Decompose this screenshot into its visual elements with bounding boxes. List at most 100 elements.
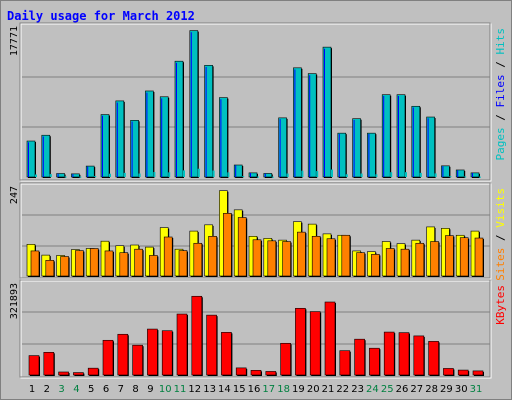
bar-kbytes xyxy=(250,370,262,376)
legend-separator: / xyxy=(494,108,507,128)
x-tick-label: 18 xyxy=(277,384,290,395)
bar-pages xyxy=(79,176,82,178)
bar-hits xyxy=(441,165,450,178)
bar-pages xyxy=(449,176,452,178)
x-tick-label: 1 xyxy=(29,384,35,395)
bar-kbytes xyxy=(235,367,247,376)
x-tick-label: 19 xyxy=(292,384,305,395)
bar-kbytes xyxy=(369,347,380,376)
bar-files xyxy=(205,66,207,177)
bar-hits xyxy=(411,105,421,178)
bar-sites xyxy=(267,240,277,277)
bar-pages xyxy=(64,176,67,178)
bar-pages xyxy=(360,173,363,177)
bar-hits xyxy=(130,120,139,178)
bar-hits xyxy=(322,46,332,178)
bar-hits xyxy=(352,118,361,178)
bar-kbytes xyxy=(443,368,454,376)
bar-pages xyxy=(479,176,481,178)
bar-files xyxy=(472,173,473,177)
bar-files xyxy=(161,98,163,177)
bar-kbytes xyxy=(43,352,55,376)
bar-kbytes xyxy=(221,332,232,376)
bar-kbytes xyxy=(87,367,99,376)
bar-pages xyxy=(345,174,348,177)
bar-files xyxy=(294,69,296,177)
bar-kbytes xyxy=(428,341,439,376)
legend-layer: Pages / Files / Hits Sites / Visits KBytes xyxy=(494,28,507,325)
bar-files xyxy=(190,32,192,177)
bar-sites xyxy=(208,236,217,277)
x-tick-label: 15 xyxy=(233,384,246,395)
bar-sites xyxy=(326,238,336,277)
bar-files xyxy=(398,95,399,177)
x-tick-label: 16 xyxy=(248,384,261,395)
x-tick-label: 20 xyxy=(307,384,320,395)
bar-hits xyxy=(426,116,435,178)
bar-sites xyxy=(45,260,55,277)
bar-files xyxy=(42,136,44,177)
bar-pages xyxy=(375,174,378,177)
bar-pages xyxy=(109,173,111,177)
bar-sites xyxy=(445,235,454,277)
x-tick-label: 13 xyxy=(203,384,216,395)
bar-kbytes xyxy=(295,307,306,376)
legend-kbytes: KBytes xyxy=(494,285,507,325)
bar-pages xyxy=(390,172,393,177)
bar-sites xyxy=(474,237,484,277)
bar-hits xyxy=(174,60,184,178)
bar-hits xyxy=(100,114,110,178)
bar-sites xyxy=(60,256,69,277)
bar-kbytes xyxy=(147,328,158,376)
bar-hits xyxy=(145,90,154,178)
bar-pages xyxy=(212,170,215,177)
bar-sites xyxy=(385,248,395,277)
bar-pages xyxy=(464,176,467,178)
bar-sites xyxy=(371,254,380,277)
bar-pages xyxy=(242,176,245,178)
bar-files xyxy=(57,173,59,177)
bar-hits xyxy=(56,173,65,178)
bar-sites xyxy=(30,250,40,277)
bar-hits xyxy=(248,172,258,178)
bar-pages xyxy=(123,172,126,177)
bar-hits xyxy=(278,117,287,178)
bar-files xyxy=(383,95,385,177)
bar-sites xyxy=(89,248,99,277)
bar-sites xyxy=(223,213,232,277)
bar-pages xyxy=(197,168,200,177)
bar-files xyxy=(427,118,429,177)
bar-files xyxy=(146,92,148,177)
x-tick-label: 8 xyxy=(132,384,138,395)
bar-sites xyxy=(119,252,129,277)
bar-pages xyxy=(168,172,171,177)
bar-files xyxy=(176,62,177,177)
legend-hits_files_pages: Pages / Files / Hits xyxy=(494,28,507,161)
bar-files xyxy=(72,174,74,177)
x-tick-label: 7 xyxy=(118,384,124,395)
bar-sites xyxy=(400,248,410,277)
bar-hits xyxy=(367,132,376,178)
bar-sites xyxy=(237,217,247,277)
bar-files xyxy=(28,142,29,177)
panel-sites-visits-shadow xyxy=(19,182,491,279)
bar-hits xyxy=(455,169,465,178)
x-tick-label: 3 xyxy=(58,384,64,395)
bar-hits xyxy=(204,65,213,178)
bar-kbytes xyxy=(457,369,469,376)
bar-files xyxy=(279,119,281,177)
bar-sites xyxy=(178,250,188,277)
x-tick-label: 31 xyxy=(470,384,483,395)
x-tick-label: 11 xyxy=(174,384,187,395)
bar-files xyxy=(324,48,325,177)
bar-kbytes xyxy=(191,295,203,376)
bar-files xyxy=(353,119,355,177)
x-tick-label: 12 xyxy=(188,384,201,395)
bar-pages xyxy=(271,176,274,178)
bar-kbytes xyxy=(176,313,188,376)
chart-title: Daily usage for March 2012 xyxy=(7,9,195,23)
bar-hits xyxy=(396,94,406,178)
x-tick-label: 9 xyxy=(147,384,153,395)
bar-kbytes xyxy=(398,332,410,376)
